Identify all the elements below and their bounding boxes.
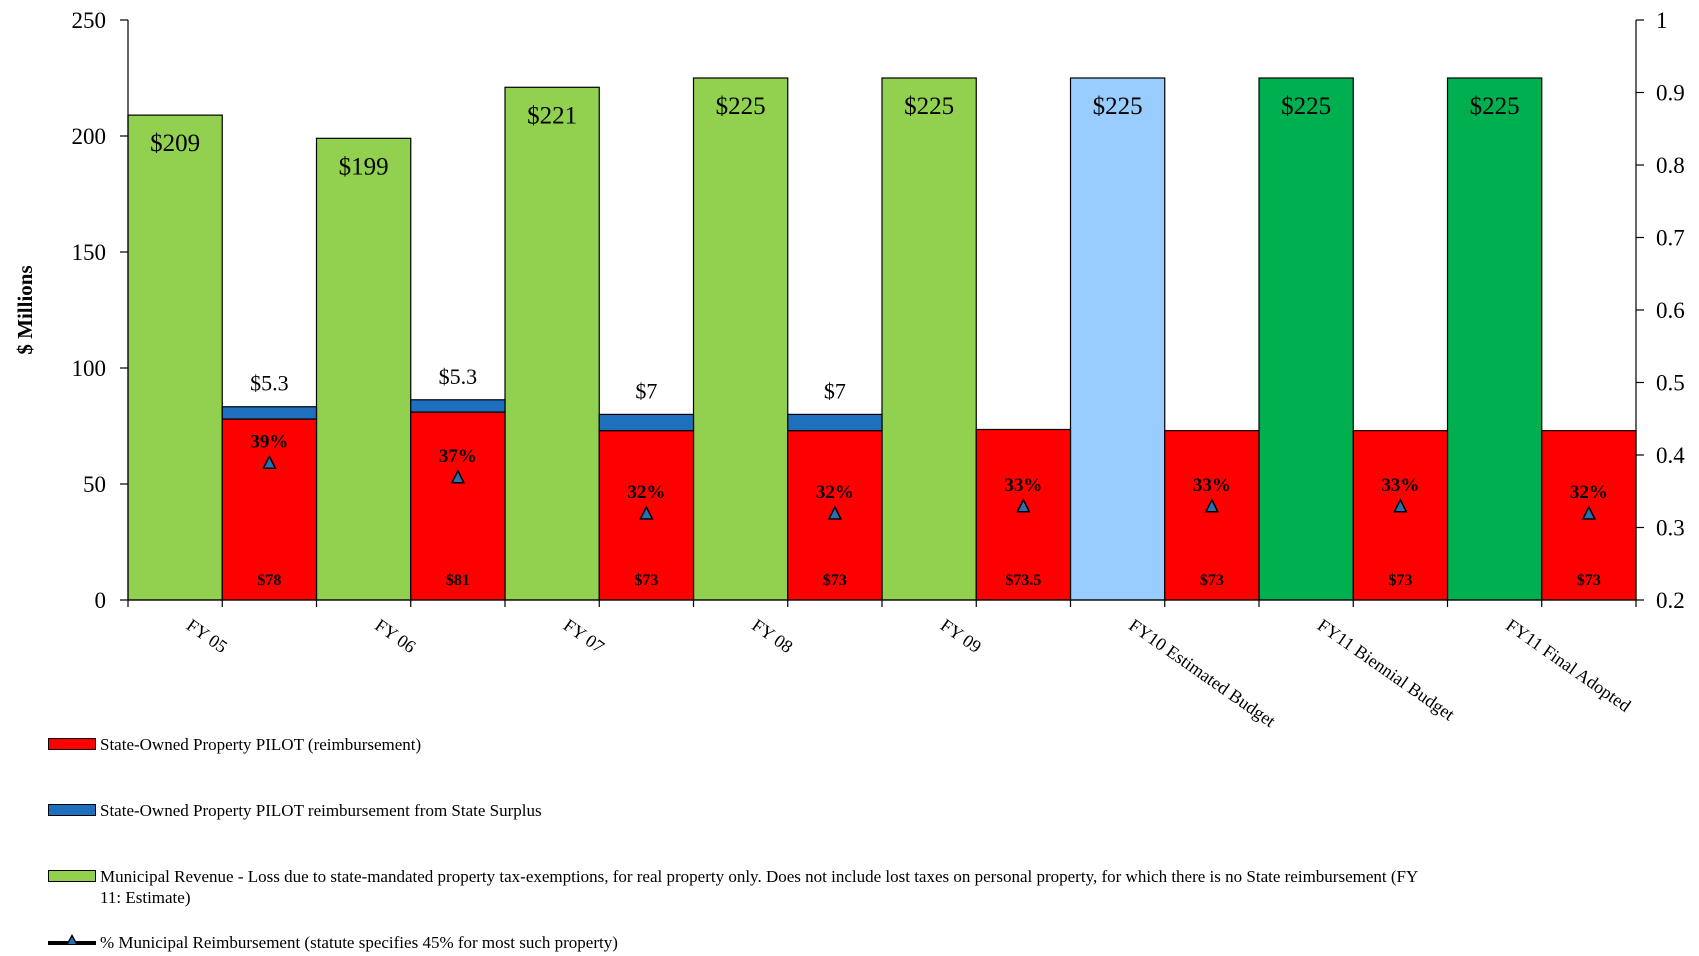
reimbursement-pct-label: 32% (627, 482, 665, 503)
reimbursement-marker (450, 469, 466, 484)
legend-swatch-red (48, 738, 96, 750)
surplus-bar (787, 413, 883, 432)
legend-triangle-fill (68, 937, 76, 944)
pilot-bar-label: $73 (823, 572, 847, 589)
y-tick-label: 150 (72, 240, 107, 265)
pilot-bar-label: $78 (257, 572, 281, 589)
loss-bar-label: $225 (1093, 93, 1143, 120)
category-label: FY 07 (560, 615, 608, 657)
loss-bar (1069, 77, 1166, 601)
category-label: FY 06 (371, 615, 419, 657)
pilot-bar-label: $73 (1577, 572, 1601, 589)
category-label: FY 09 (937, 615, 985, 657)
pilot-bar-label: $81 (446, 572, 470, 589)
loss-bar (127, 114, 223, 601)
surplus-bar-label: $7 (635, 378, 657, 403)
reimbursement-marker (1393, 498, 1408, 513)
category-label: FY 05 (183, 615, 231, 657)
legend-label-surplus: State-Owned Property PILOT reimbursement… (100, 801, 542, 820)
y-tick-label: 50 (83, 472, 106, 497)
y2-tick-label: 0.7 (1656, 226, 1685, 251)
reimbursement-marker (639, 505, 654, 520)
reimbursement-pct-label: 33% (1193, 475, 1231, 496)
category-label: FY 08 (748, 615, 796, 657)
pilot-bar-label: $73.5 (1005, 572, 1041, 589)
y2-tick-label: 0.6 (1656, 298, 1685, 323)
loss-bar (315, 137, 412, 601)
y2-tick-label: 0.9 (1656, 81, 1685, 106)
y2-tick-label: 0.5 (1656, 371, 1685, 396)
legend-label-reimbursement-pct: % Municipal Reimbursement (statute speci… (100, 933, 618, 952)
reimbursement-pct-label: 32% (1570, 482, 1608, 503)
y2-tick-label: 0.2 (1656, 588, 1685, 613)
y2-tick-label: 1 (1656, 8, 1668, 33)
pilot-bar (410, 411, 506, 601)
loss-bar (1446, 77, 1543, 601)
legend-swatch-green (48, 870, 96, 882)
y-tick-label: 0 (95, 588, 107, 613)
pilot-bar (975, 428, 1072, 601)
reimbursement-marker (1581, 505, 1597, 520)
pilot-bar (1352, 430, 1449, 601)
pilot-bar-label: $73 (634, 572, 658, 589)
surplus-bar-label: $5.3 (250, 371, 289, 396)
reimbursement-marker (1016, 498, 1031, 513)
loss-bar (881, 77, 977, 601)
y-tick-label: 250 (72, 8, 107, 33)
surplus-bar (221, 406, 318, 420)
legend-label-pilot: State-Owned Property PILOT (reimbursemen… (100, 735, 422, 754)
y2-tick-label: 0.4 (1656, 443, 1685, 468)
category-label: FY10 Estimated Budget (1125, 615, 1279, 731)
y-tick-label: 200 (72, 124, 107, 149)
legend-label-municipal-loss: Municipal Revenue - Loss due to state-ma… (100, 867, 1418, 907)
loss-bar-label: $225 (1281, 93, 1331, 120)
reimbursement-marker (1204, 498, 1220, 513)
surplus-bar (410, 399, 506, 413)
pilot-bar (1164, 430, 1260, 601)
loss-bar (1258, 77, 1354, 601)
loss-bar-label: $209 (150, 130, 200, 157)
y-tick-label: 100 (72, 356, 107, 381)
y-axis-title: $ Millions (13, 265, 37, 354)
category-label: FY11 Final Adopted (1502, 615, 1634, 716)
loss-bar-label: $199 (339, 153, 389, 180)
surplus-bar-label: $5.3 (439, 364, 478, 389)
y2-tick-label: 0.8 (1656, 153, 1685, 178)
reimbursement-pct-label: 33% (1381, 475, 1419, 496)
pilot-bar-label: $73 (1388, 572, 1412, 589)
loss-bar-label: $225 (904, 93, 954, 120)
loss-bar (692, 77, 789, 601)
reimbursement-marker (827, 505, 843, 520)
reimbursement-pct-label: 39% (250, 431, 288, 452)
legend-swatch-blue (48, 804, 96, 816)
y2-tick-label: 0.3 (1656, 516, 1685, 541)
reimbursement-pct-label: 33% (1004, 475, 1042, 496)
loss-bar-label: $225 (1470, 93, 1520, 120)
surplus-bar (598, 413, 695, 432)
loss-bar-label: $225 (716, 93, 766, 120)
pilot-bar-label: $73 (1200, 572, 1224, 589)
surplus-bar-label: $7 (824, 378, 846, 403)
reimbursement-pct-label: 37% (439, 446, 477, 467)
category-label: FY11 Biennial Budget (1314, 615, 1458, 724)
reimbursement-marker (262, 454, 277, 469)
loss-bar (504, 86, 600, 601)
loss-bar-label: $221 (527, 102, 577, 129)
reimbursement-pct-label: 32% (816, 482, 854, 503)
